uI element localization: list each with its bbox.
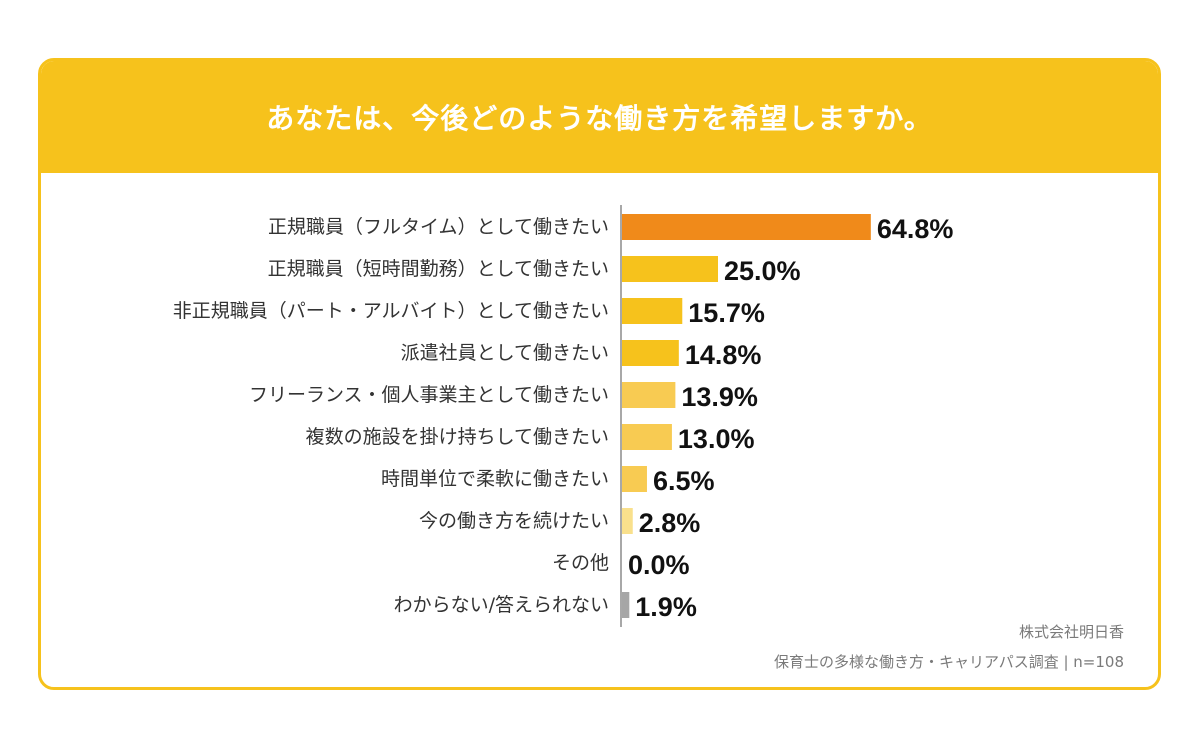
value-label: 25.0% — [724, 256, 801, 286]
value-label: 14.8% — [685, 340, 762, 370]
value-label: 1.9% — [635, 592, 697, 622]
chart-title: あなたは、今後どのような働き方を希望しますか。 — [266, 102, 933, 135]
bar — [622, 340, 679, 366]
category-label: 複数の施設を掛け持ちして働きたい — [306, 426, 609, 448]
bar — [622, 214, 871, 240]
chart-card: あなたは、今後どのような働き方を希望しますか。 正規職員（フルタイム）として働き… — [38, 58, 1161, 690]
category-label: 派遣社員として働きたい — [401, 342, 609, 364]
source-survey: 保育士の多様な働き方・キャリアパス調査 | n=108 — [774, 653, 1124, 671]
value-label: 2.8% — [639, 508, 701, 538]
category-label: 正規職員（フルタイム）として働きたい — [268, 216, 609, 238]
bar-chart: 正規職員（フルタイム）として働きたい 64.8% 正規職員（短時間勤務）として働きた… — [173, 205, 954, 627]
value-label: 13.9% — [681, 382, 758, 412]
category-label: わからない/答えられない — [394, 594, 609, 616]
bar — [622, 298, 683, 324]
bar — [622, 466, 647, 492]
source-company: 株式会社明日香 — [1018, 623, 1124, 641]
category-label: 時間単位で柔軟に働きたい — [381, 468, 609, 490]
value-label: 0.0% — [628, 550, 690, 580]
value-label: 6.5% — [653, 466, 715, 496]
bar — [622, 424, 672, 450]
category-label: フリーランス・個人事業主として働きたい — [249, 384, 609, 406]
title-banner: あなたは、今後どのような働き方を希望しますか。 — [41, 61, 1158, 173]
bar — [622, 256, 718, 282]
category-label: 今の働き方を続けたい — [419, 510, 609, 532]
category-label: 正規職員（短時間勤務）として働きたい — [268, 258, 609, 280]
bar — [622, 592, 630, 618]
bar — [622, 382, 676, 408]
value-label: 15.7% — [688, 298, 765, 328]
category-label: その他 — [552, 552, 609, 574]
bar — [622, 508, 633, 534]
category-label: 非正規職員（パート・アルバイト）として働きたい — [173, 300, 609, 322]
value-label: 64.8% — [877, 214, 954, 244]
value-label: 13.0% — [678, 424, 755, 454]
